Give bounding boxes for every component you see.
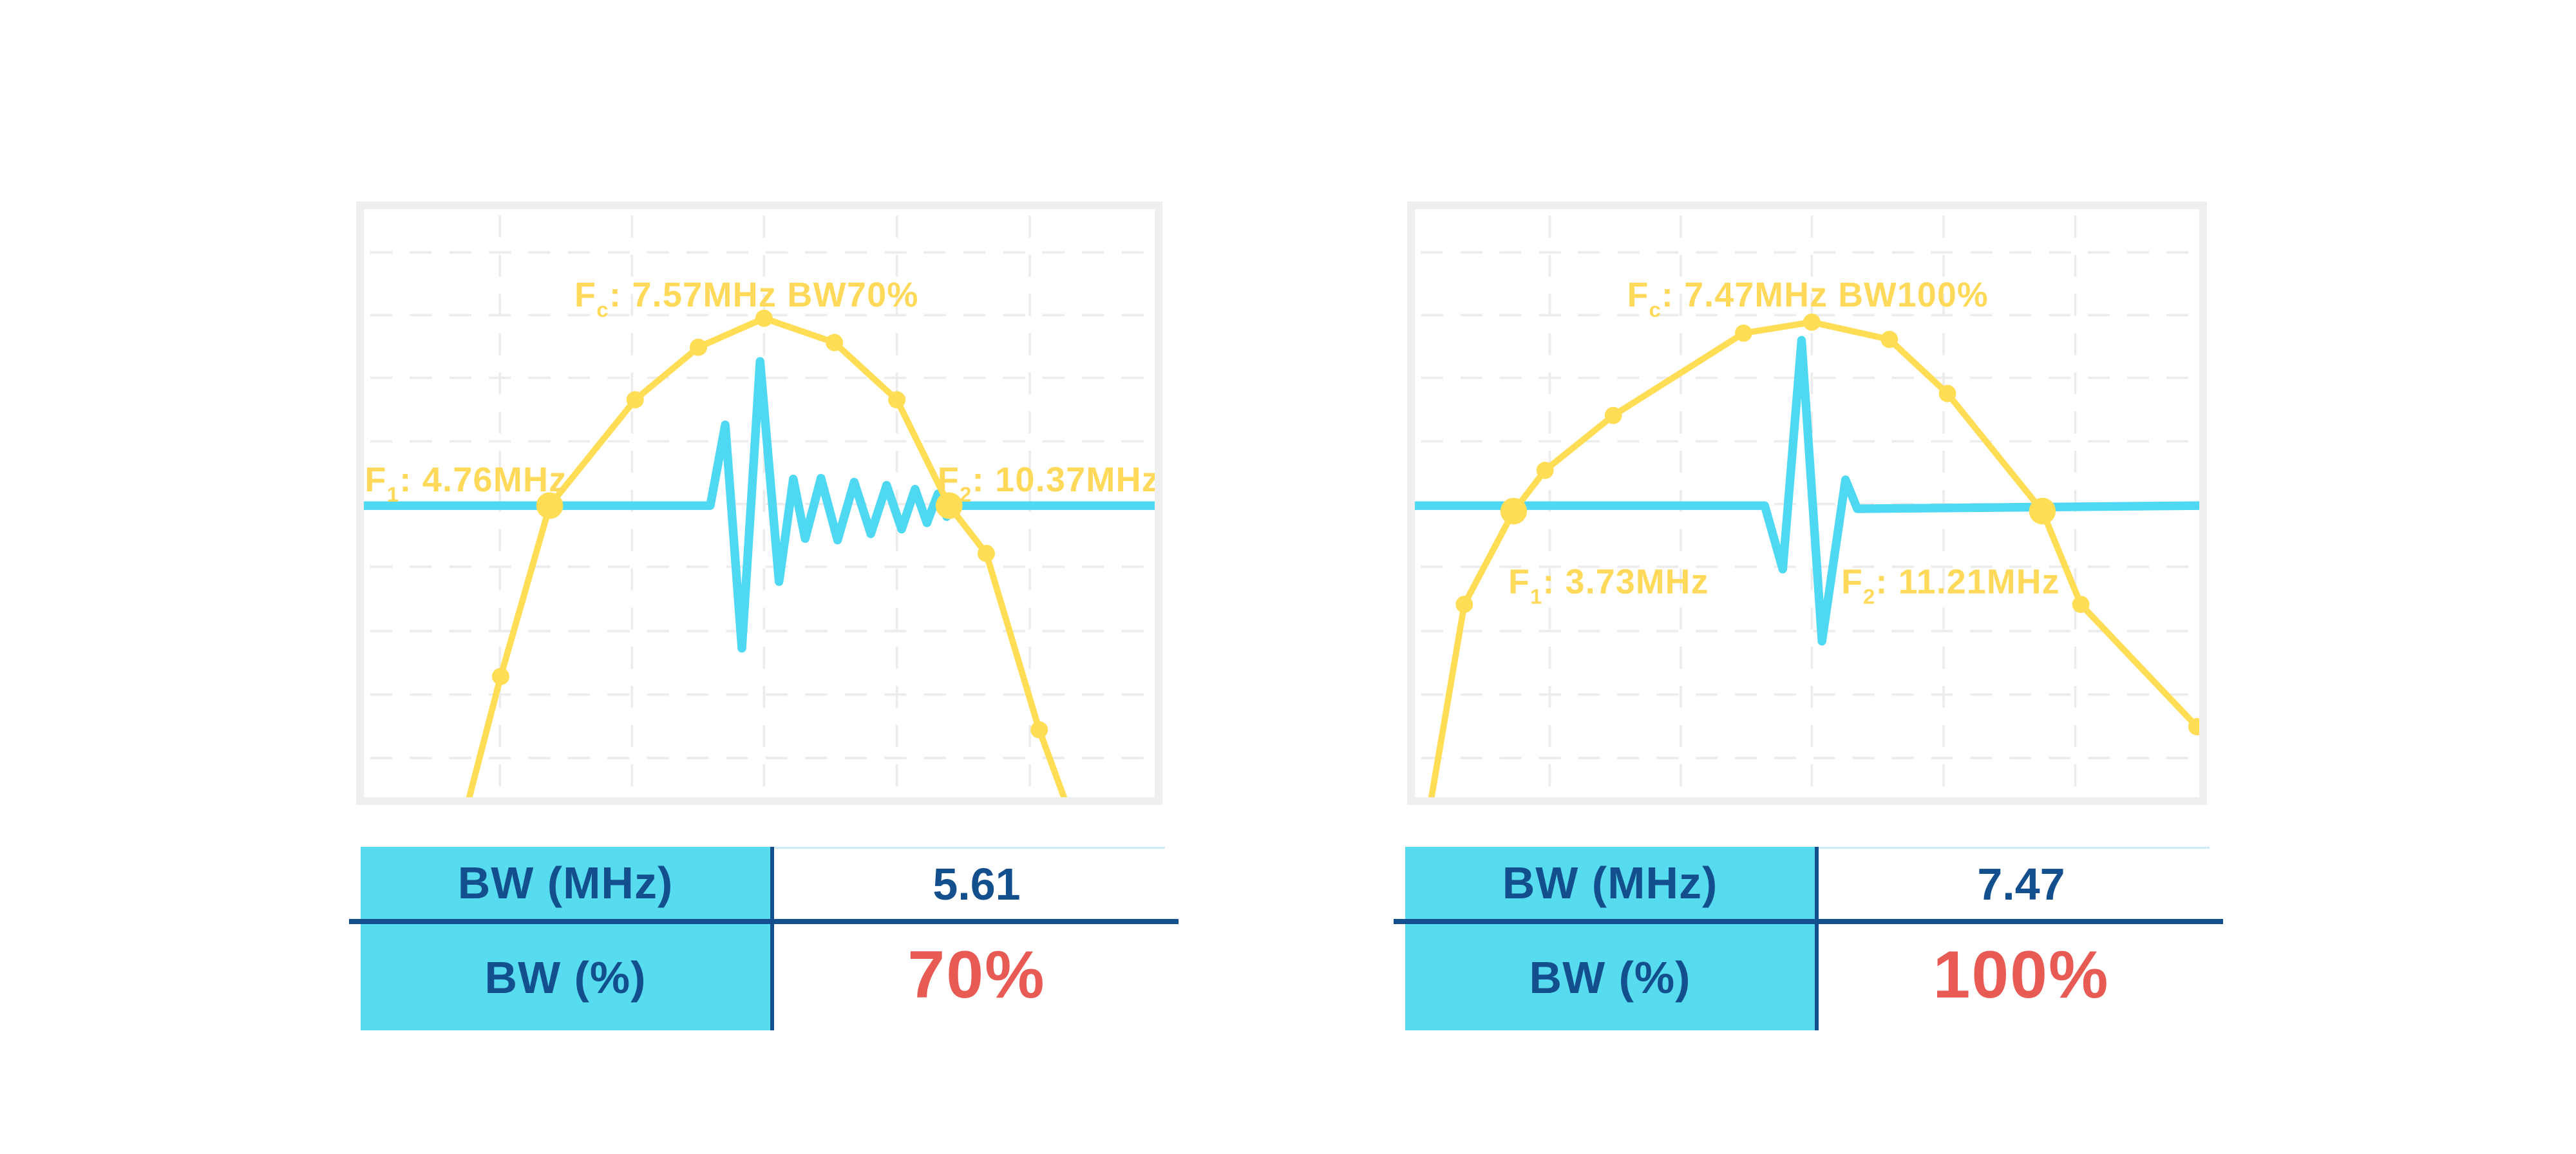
f2-annotation: F2: 10.37MHz: [938, 460, 1155, 506]
bandwidth-table-left: BW (MHz) BW (%) 5.61 70%: [349, 847, 1179, 1030]
bw-percent-label: BW (%): [484, 952, 647, 1003]
table-row-divider: [349, 919, 1179, 924]
pulse-spectrum-chart-right: Fc: 7.47MHz BW100% F1: 3.73MHz F2: 11.21…: [1407, 202, 2207, 805]
table-header-column: [1405, 847, 1815, 1030]
center-frequency-annotation: Fc: 7.47MHz BW100%: [1627, 276, 1989, 321]
table-vertical-divider: [770, 847, 774, 1030]
table-row-divider: [1394, 919, 2223, 924]
chart-left-plot: Fc: 7.57MHz BW70% F1: 4.76MHz F2: 10.37M…: [364, 215, 1155, 797]
table-header-column: [361, 847, 770, 1030]
bw-mhz-value: 7.47: [1977, 858, 2065, 909]
center-frequency-annotation: Fc: 7.57MHz BW70%: [574, 276, 919, 321]
bw-mhz-label: BW (MHz): [457, 858, 674, 908]
f1-annotation: F1: 4.76MHz: [365, 460, 567, 506]
value-cell-top-border: [1819, 847, 2210, 849]
value-cell-top-border: [774, 847, 1165, 849]
bandwidth-table-right: BW (MHz) BW (%) 7.47 100%: [1394, 847, 2223, 1030]
bw-mhz-value: 5.61: [933, 858, 1021, 909]
pulse-spectrum-chart-left: Fc: 7.57MHz BW70% F1: 4.76MHz F2: 10.37M…: [356, 202, 1162, 805]
bw-mhz-label: BW (MHz): [1502, 858, 1718, 908]
f2-annotation: F2: 11.21MHz: [1841, 563, 2060, 609]
bw-percent-value: 70%: [907, 937, 1046, 1012]
table-vertical-divider: [1815, 847, 1819, 1030]
bw-percent-label: BW (%): [1529, 952, 1691, 1003]
chart-right-plot: Fc: 7.47MHz BW100% F1: 3.73MHz F2: 11.21…: [1415, 215, 2199, 797]
f1-annotation: F1: 3.73MHz: [1508, 563, 1709, 609]
bw-percent-value: 100%: [1933, 937, 2110, 1012]
